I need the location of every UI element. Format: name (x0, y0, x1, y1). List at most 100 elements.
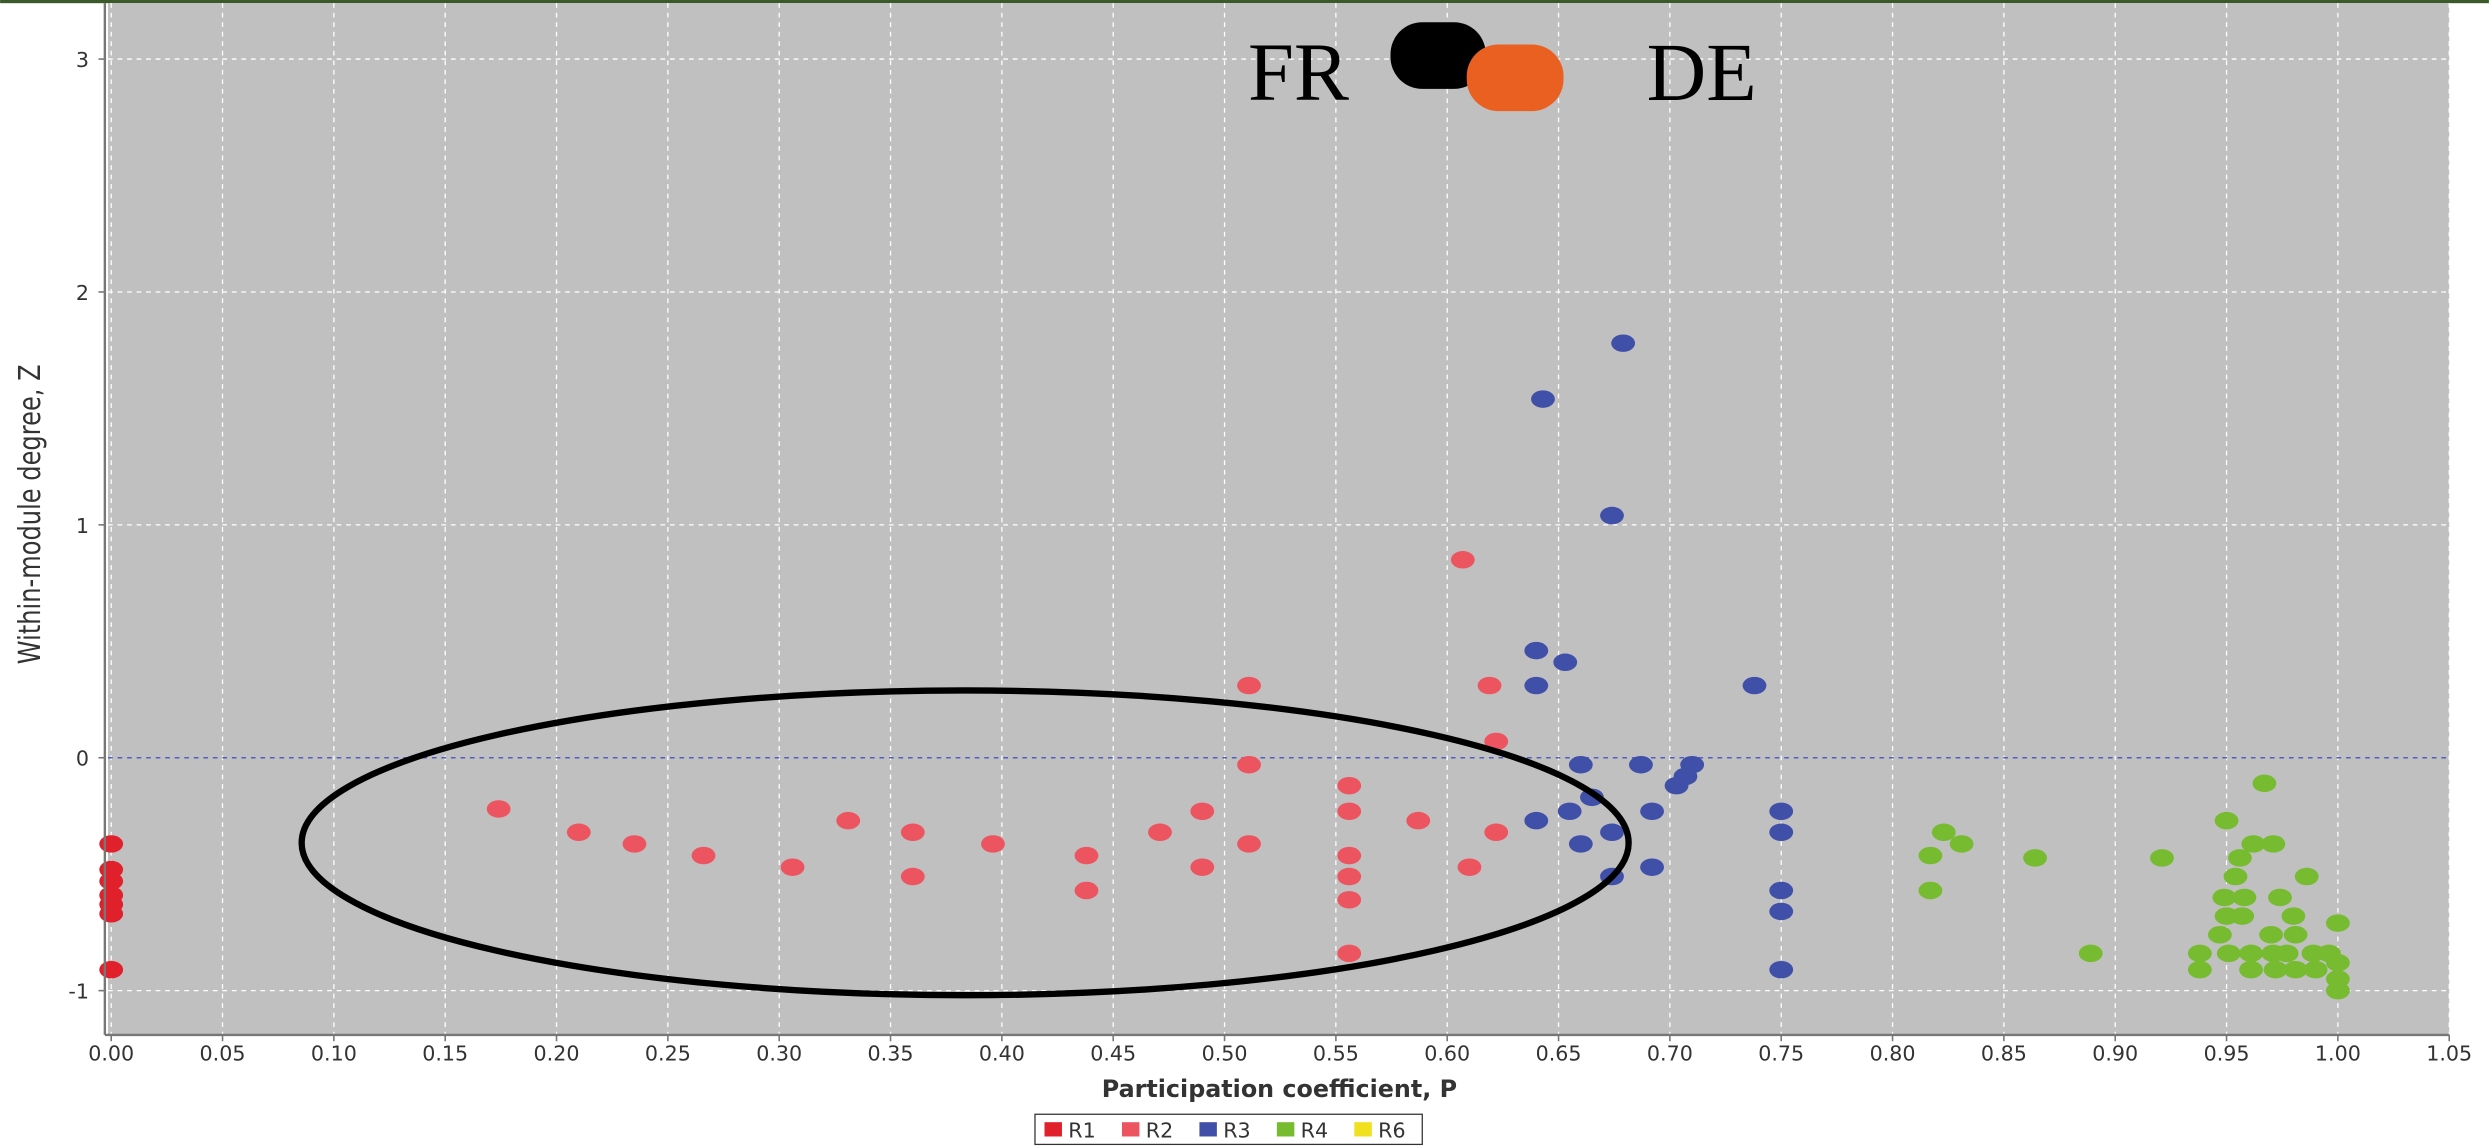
de-marker (1466, 44, 1564, 112)
point (1477, 676, 1502, 695)
legend-swatch (1044, 1122, 1062, 1137)
point (1600, 823, 1624, 842)
legend-swatch (1276, 1122, 1295, 1137)
point (780, 858, 805, 876)
point (2239, 944, 2263, 963)
point (2223, 867, 2248, 886)
point (2261, 835, 2286, 853)
point (486, 800, 511, 818)
point (2241, 835, 2266, 853)
legend-label: R6 (1378, 1118, 1405, 1142)
point (1337, 867, 1362, 886)
point (2252, 774, 2277, 793)
point (2259, 926, 2283, 944)
annotation-fr: FR (1248, 26, 1349, 118)
point (1190, 802, 1215, 821)
point (622, 835, 647, 853)
point (2187, 960, 2212, 979)
x-tick-label: 0.20 (534, 1041, 580, 1065)
point (1531, 390, 1555, 408)
x-tick-label: 0.25 (645, 1041, 691, 1065)
point (1337, 802, 1362, 821)
plot-background (108, 3, 2450, 1035)
point (2232, 888, 2257, 907)
y-tick-label: 3 (76, 48, 89, 72)
point (2303, 960, 2328, 979)
point (1457, 858, 1482, 876)
point (2268, 888, 2292, 907)
point (2023, 849, 2047, 867)
legend-label: R4 (1301, 1118, 1328, 1142)
y-tick-label: 1 (76, 514, 89, 538)
point (1769, 881, 1794, 900)
point (2274, 944, 2299, 963)
point (99, 905, 124, 923)
x-tick-label: 0.95 (2204, 1041, 2250, 1065)
point (900, 867, 925, 886)
y-tick-label: 2 (76, 281, 89, 305)
point (1484, 823, 1509, 842)
point (1406, 811, 1431, 830)
point (2150, 849, 2174, 867)
point (2228, 849, 2252, 867)
point (1337, 891, 1362, 909)
x-axis-label: Participation coefficient, P (1102, 1075, 1457, 1103)
point (1450, 551, 1475, 569)
point (1237, 676, 1261, 695)
x-tick-label: 1.00 (2315, 1041, 2361, 1065)
point (1074, 846, 1099, 865)
highlight-ellipse (298, 687, 1632, 999)
y-tick-label: -1 (68, 980, 89, 1004)
x-tick-label: 0.10 (311, 1041, 357, 1065)
y-tick-label: 0 (76, 747, 89, 771)
point (2187, 944, 2212, 963)
x-tick-label: 1.05 (2426, 1041, 2472, 1065)
x-tick-label: 0.05 (200, 1041, 246, 1065)
point (2263, 960, 2288, 979)
point (99, 835, 124, 853)
point (1337, 846, 1362, 865)
point (1769, 960, 1794, 979)
point (900, 823, 925, 842)
point (1568, 756, 1593, 774)
x-tick-label: 0.60 (1424, 1041, 1470, 1065)
point (1190, 858, 1215, 876)
legend-label: R2 (1146, 1118, 1173, 1142)
point (1524, 641, 1549, 660)
legend-swatch (1121, 1122, 1140, 1137)
x-tick-label: 0.40 (979, 1041, 1025, 1065)
point (836, 811, 861, 830)
x-tick-label: 0.35 (868, 1041, 914, 1065)
point (1611, 334, 1636, 352)
x-tick-label: 0.85 (1981, 1041, 2027, 1065)
point (1557, 802, 1582, 821)
point (99, 960, 124, 979)
point (2212, 888, 2237, 907)
point (1237, 835, 1261, 853)
point (2230, 907, 2255, 925)
point (1629, 756, 1653, 774)
x-tick-label: 0.45 (1090, 1041, 1136, 1065)
point (2294, 867, 2319, 886)
point (2325, 914, 2350, 932)
point (1337, 776, 1362, 795)
point (2078, 944, 2103, 963)
x-tick-label: 0.75 (1758, 1041, 1804, 1065)
legend-label: R3 (1223, 1118, 1250, 1142)
point (1918, 846, 1943, 865)
point (1600, 506, 1624, 525)
legend-swatch (1354, 1122, 1372, 1137)
point (2283, 926, 2308, 944)
y-axis-label: Within-module degree, Z (13, 364, 47, 664)
x-tick-label: 0.50 (1202, 1041, 1248, 1065)
legend-label: R1 (1068, 1118, 1095, 1142)
point (2283, 960, 2308, 979)
point (2239, 960, 2263, 979)
point (1237, 756, 1261, 774)
legend-swatch (1199, 1122, 1217, 1137)
x-tick-label: 0.30 (756, 1041, 802, 1065)
point (1074, 881, 1099, 900)
point (1337, 944, 1362, 963)
point (1524, 811, 1549, 830)
